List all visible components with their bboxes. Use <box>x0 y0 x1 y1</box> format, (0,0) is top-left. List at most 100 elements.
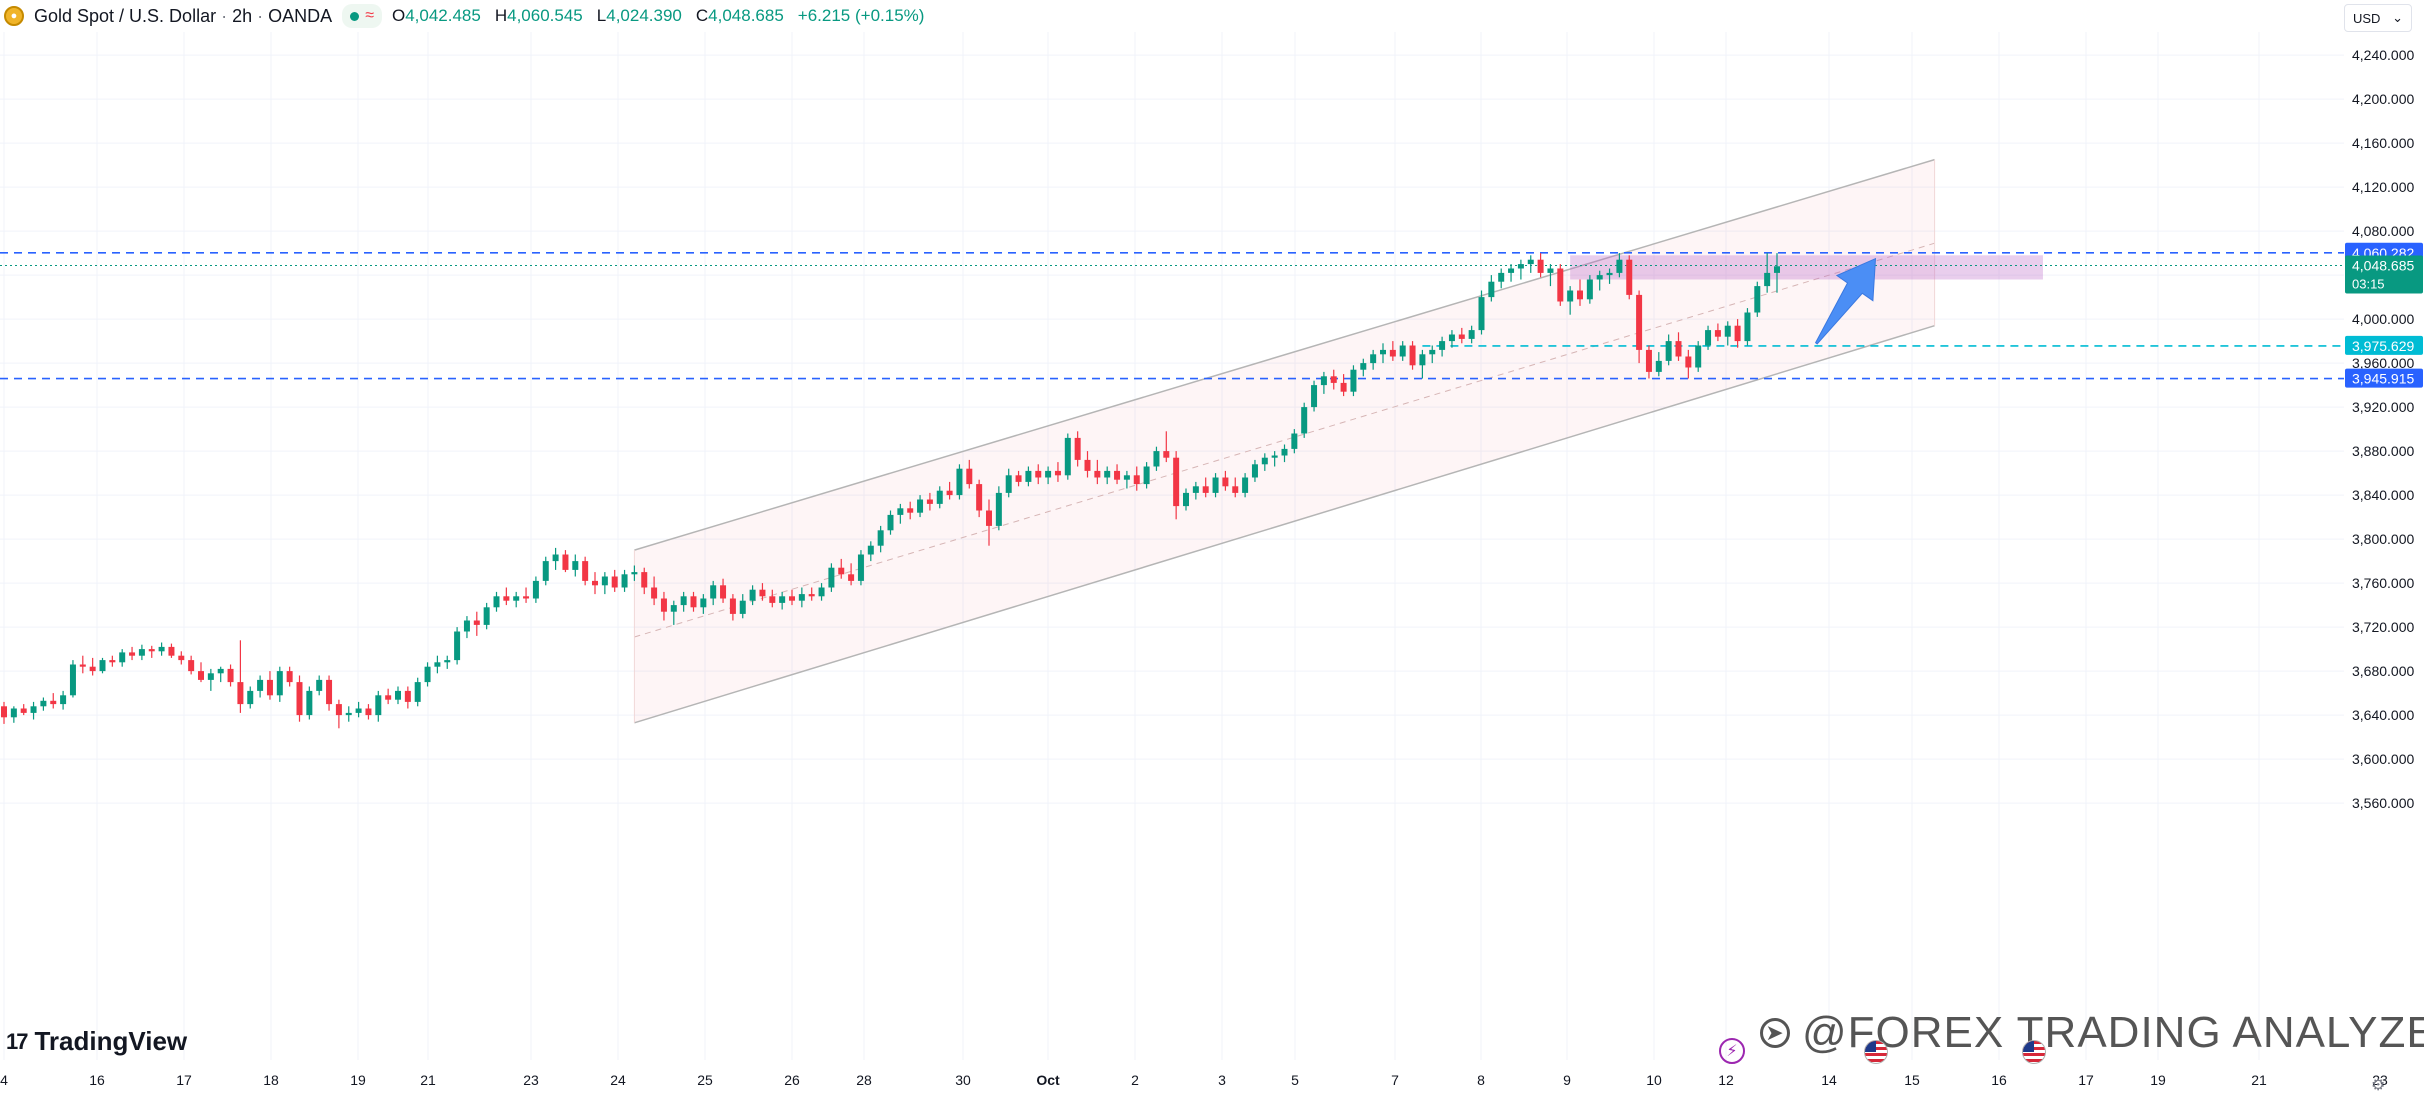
price-axis: 3,560.000 3,600.000 3,640.000 3,680.000 3,72… <box>2344 0 2424 1093</box>
candle-body <box>670 605 677 612</box>
candle <box>168 643 175 658</box>
candle-body <box>572 561 579 570</box>
candle-body <box>1114 470 1121 480</box>
chart-drawings <box>0 158 2344 724</box>
candle <box>1409 341 1416 370</box>
candle <box>1045 466 1052 485</box>
time-tick-label: 23 <box>523 1072 539 1088</box>
telegram-icon: ➤ <box>1760 1018 1790 1048</box>
price-tick-label: 3,600.000 <box>2352 751 2414 767</box>
candle <box>887 510 894 535</box>
candle <box>473 611 480 636</box>
candle-body <box>1586 279 1593 300</box>
candle <box>385 688 392 705</box>
candle-body <box>454 631 461 661</box>
projection-arrow <box>1814 257 1877 345</box>
symbol-name[interactable]: Gold Spot / U.S. Dollar <box>34 5 217 26</box>
candle-body <box>542 561 549 581</box>
candle-body <box>50 700 57 705</box>
candle-body <box>1232 486 1239 493</box>
candle-body <box>188 660 195 672</box>
candle <box>129 646 136 661</box>
candle <box>296 675 303 722</box>
candle-body <box>1527 259 1534 265</box>
candle-body <box>1163 451 1170 458</box>
candle-body <box>936 490 943 504</box>
candle <box>355 701 362 718</box>
event-bolt-icon[interactable]: ⚡ <box>1719 1038 1745 1064</box>
candle <box>1577 279 1583 306</box>
candle-body <box>1399 345 1406 357</box>
candle <box>1439 336 1446 357</box>
candle <box>1399 341 1406 361</box>
candle-body <box>631 572 638 575</box>
us-flag-event-icon-2[interactable] <box>2022 1040 2046 1064</box>
candle-body <box>60 695 67 705</box>
candle <box>1448 330 1455 348</box>
candle-body <box>720 585 727 599</box>
candle <box>976 479 983 518</box>
candle <box>237 640 244 713</box>
time-tick-label: 17 <box>2078 1072 2094 1088</box>
ohlc-change: +6.215 (+0.15%) <box>797 6 925 25</box>
ohlc-high-value: 4,060.545 <box>507 6 583 25</box>
candle <box>276 666 283 702</box>
time-tick-label: 30 <box>955 1072 971 1088</box>
candle <box>601 572 608 595</box>
candle-body <box>1616 259 1623 273</box>
broker-label[interactable]: OANDA <box>268 5 333 26</box>
candle <box>779 591 786 610</box>
candle <box>789 589 795 606</box>
candle <box>30 701 37 720</box>
candle-body <box>178 655 185 661</box>
candle-body <box>1439 341 1446 350</box>
candle <box>1242 473 1249 498</box>
currency-selector[interactable]: USD ⌄ <box>2344 4 2412 32</box>
candle <box>1645 345 1652 379</box>
candle <box>542 556 549 586</box>
candle-body <box>1478 297 1485 331</box>
candle-body <box>749 589 756 601</box>
interval-label[interactable]: 2h <box>232 5 253 26</box>
candle-body <box>710 585 717 599</box>
candle <box>907 501 914 520</box>
candle-body <box>1577 290 1583 300</box>
time-tick-label: 28 <box>856 1072 872 1088</box>
candle <box>808 587 815 601</box>
candle <box>1202 477 1209 498</box>
gear-icon[interactable]: ⚙ <box>2371 1077 2386 1094</box>
candle-body <box>769 596 776 603</box>
time-tick-label: 21 <box>420 1072 436 1088</box>
market-status-pill[interactable]: ≈ <box>342 4 382 28</box>
candle <box>1468 325 1475 344</box>
candle-body <box>867 545 874 555</box>
candle <box>680 591 687 612</box>
candle-body <box>1429 349 1436 355</box>
candle <box>69 660 76 698</box>
candle-series <box>1 253 1780 729</box>
symbol-title[interactable]: Gold Spot / U.S. Dollar · 2h · OANDA <box>34 6 332 27</box>
candle <box>641 567 648 595</box>
us-flag-event-icon[interactable] <box>1864 1040 1888 1064</box>
candle-body <box>1074 437 1081 460</box>
tradingview-logo[interactable]: 17 TradingView <box>6 1026 187 1057</box>
chart-overlays <box>1814 257 1877 345</box>
price-tick-label: 3,920.000 <box>2352 399 2414 415</box>
candle <box>493 591 500 612</box>
candle-body <box>552 554 559 562</box>
candle <box>1458 327 1465 344</box>
time-tick-label: 12 <box>1718 1072 1734 1088</box>
candle-body <box>434 662 441 667</box>
candle <box>670 600 677 625</box>
candle-body <box>621 574 628 588</box>
candle <box>995 486 1002 531</box>
candle-body <box>89 666 96 672</box>
time-tick-label: 2 <box>1131 1072 1139 1088</box>
candle-body <box>1311 385 1318 408</box>
candle <box>316 675 323 696</box>
ohlc-high: H4,060.545 <box>495 6 583 26</box>
candle-body <box>1596 275 1603 280</box>
candle <box>552 547 559 570</box>
candle <box>178 651 185 665</box>
